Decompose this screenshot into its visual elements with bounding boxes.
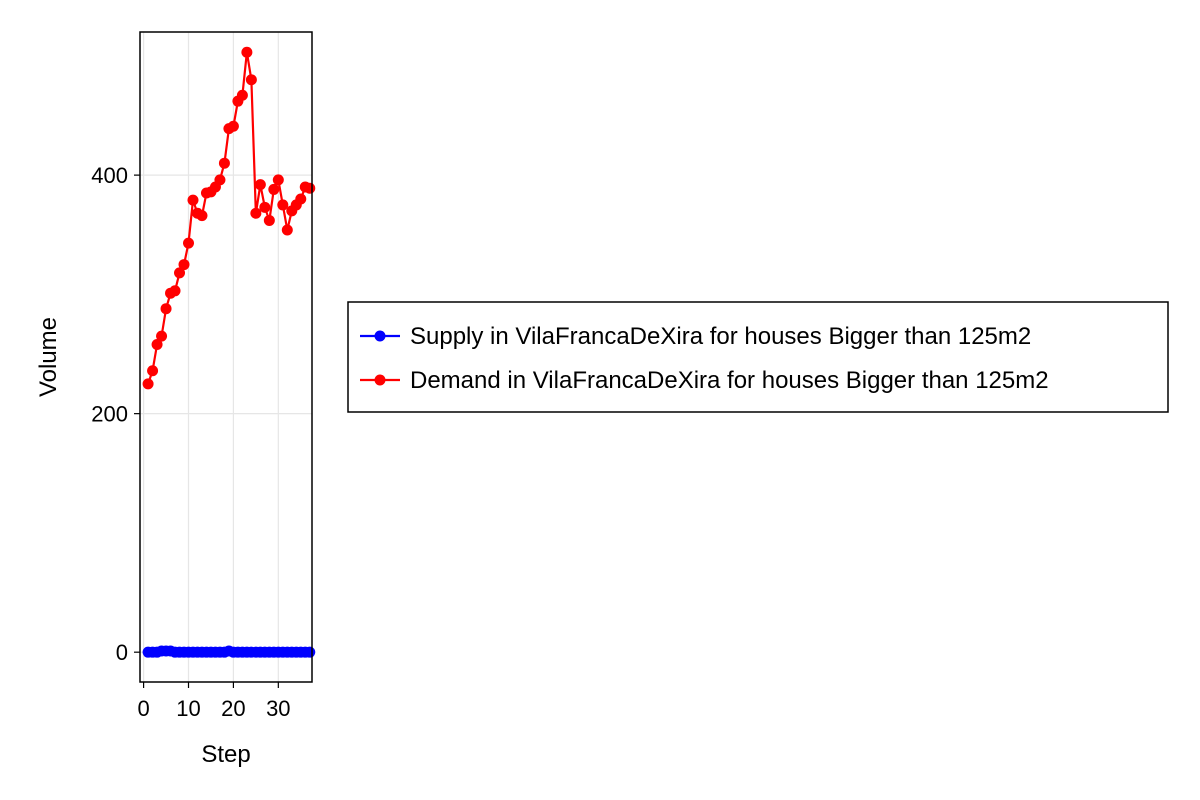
data-point <box>214 174 226 186</box>
x-tick-label: 10 <box>176 696 200 721</box>
data-point <box>277 199 289 211</box>
data-point <box>268 183 280 195</box>
legend-label: Demand in VilaFrancaDeXira for houses Bi… <box>410 367 1049 394</box>
data-point <box>259 201 271 213</box>
data-point <box>227 120 239 132</box>
data-point <box>160 303 172 315</box>
y-tick-label: 200 <box>91 402 128 427</box>
series-layer <box>142 46 316 658</box>
axis-ticks: 0 10 20 30 0 200 400 <box>91 163 290 721</box>
data-point <box>142 378 154 390</box>
data-point <box>272 174 284 186</box>
legend-marker-swatch <box>374 330 386 342</box>
x-tick-label: 20 <box>221 696 245 721</box>
plot-frame <box>139 31 313 683</box>
data-point <box>250 207 262 219</box>
data-point <box>187 194 199 206</box>
legend-item: Supply in VilaFrancaDeXira for houses Bi… <box>360 323 1031 350</box>
data-point <box>178 259 190 271</box>
series-supply <box>142 645 316 658</box>
data-point <box>263 214 275 226</box>
data-point <box>196 210 208 222</box>
y-axis-label: Volume <box>35 317 62 397</box>
y-tick-label: 0 <box>116 640 128 665</box>
legend-item: Demand in VilaFrancaDeXira for houses Bi… <box>360 367 1049 394</box>
data-point <box>236 89 248 101</box>
y-tick-label: 400 <box>91 163 128 188</box>
x-tick-label: 0 <box>137 696 149 721</box>
series-demand <box>142 46 316 390</box>
data-point <box>304 182 316 194</box>
legend-box <box>347 301 1169 413</box>
grid-lines <box>140 32 312 682</box>
data-point <box>241 46 253 58</box>
data-point <box>174 267 186 279</box>
data-point <box>295 193 307 205</box>
data-point <box>169 285 181 297</box>
x-axis-label: Step <box>201 741 250 768</box>
data-point <box>254 179 266 191</box>
legend: Supply in VilaFrancaDeXira for houses Bi… <box>347 301 1169 413</box>
data-point <box>156 330 168 342</box>
data-point <box>304 646 316 658</box>
data-point <box>151 338 163 350</box>
legend-marker-swatch <box>374 374 386 386</box>
data-point <box>183 237 195 249</box>
data-point <box>281 224 293 236</box>
x-tick-label: 30 <box>266 696 290 721</box>
data-point <box>218 157 230 169</box>
legend-label: Supply in VilaFrancaDeXira for houses Bi… <box>410 323 1031 350</box>
data-point <box>245 74 257 86</box>
data-point <box>147 365 159 377</box>
